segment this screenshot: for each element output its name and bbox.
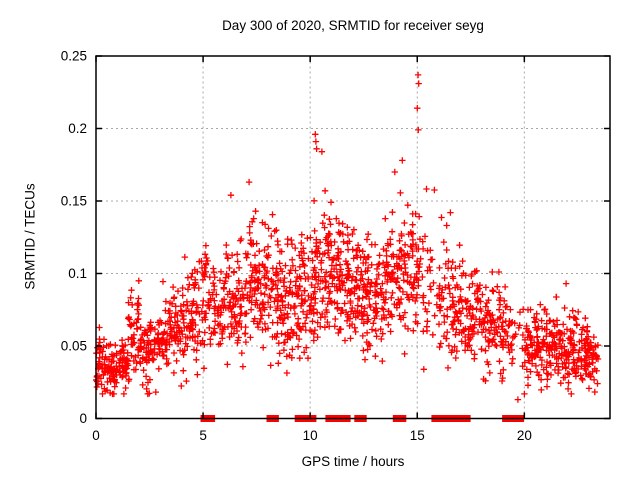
y-tick-label: 0 bbox=[79, 411, 87, 426]
chart-title: Day 300 of 2020, SRMTID for receiver sey… bbox=[222, 18, 484, 33]
x-axis-label: GPS time / hours bbox=[301, 454, 405, 469]
y-tick-label: 0.25 bbox=[61, 49, 87, 64]
x-tick-label: 5 bbox=[199, 428, 207, 443]
y-axis-label: SRMTID / TECUs bbox=[22, 183, 38, 290]
scatter-points bbox=[93, 71, 602, 403]
y-tick-label: 0.2 bbox=[68, 121, 87, 136]
axis-ticks bbox=[95, 55, 610, 420]
y-tick-label: 0.1 bbox=[68, 266, 87, 281]
x-tick-label: 20 bbox=[517, 428, 532, 443]
x-tick-label: 15 bbox=[410, 428, 425, 443]
y-tick-label: 0.05 bbox=[61, 339, 87, 354]
y-tick-label: 0.15 bbox=[61, 194, 87, 209]
x-tick-label: 10 bbox=[303, 428, 318, 443]
x-tick-label: 0 bbox=[92, 428, 100, 443]
plot-border bbox=[95, 55, 611, 420]
